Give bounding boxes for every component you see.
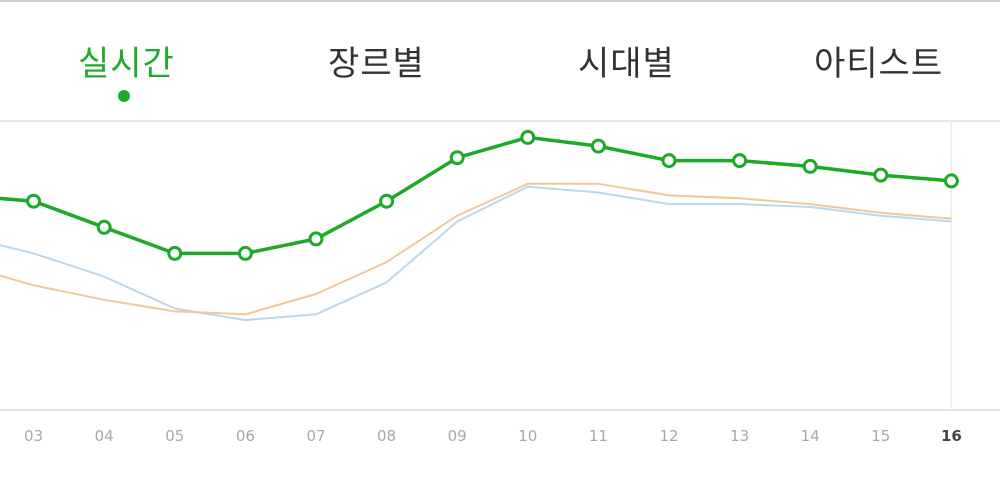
chart-tabs: 실시간 장르별 시대별 아티스트 bbox=[0, 2, 1000, 120]
data-point-green-12[interactable] bbox=[661, 153, 677, 169]
tab-divider bbox=[0, 120, 1000, 122]
data-point-green-06[interactable] bbox=[237, 245, 253, 261]
tab-genre[interactable]: 장르별 bbox=[328, 44, 425, 84]
x-tick-label-03: 03 bbox=[24, 427, 43, 445]
series-layer bbox=[0, 129, 959, 322]
data-point-green-05[interactable] bbox=[167, 245, 183, 261]
data-point-green-15[interactable] bbox=[873, 167, 889, 183]
x-tick-label-16: 16 bbox=[941, 427, 962, 445]
data-point-green-03[interactable] bbox=[26, 193, 42, 209]
data-point-green-07[interactable] bbox=[308, 231, 324, 247]
data-point-green-09[interactable] bbox=[449, 150, 465, 166]
data-point-green-08[interactable] bbox=[379, 193, 395, 209]
x-tick-label-14: 14 bbox=[801, 427, 820, 445]
x-tick-label-06: 06 bbox=[236, 427, 255, 445]
x-tick-label-07: 07 bbox=[306, 427, 325, 445]
axis-layer bbox=[0, 122, 1000, 411]
series-line-orange bbox=[0, 182, 952, 316]
data-point-green-11[interactable] bbox=[590, 138, 606, 154]
x-tick-label-08: 08 bbox=[377, 427, 396, 445]
data-point-green-10[interactable] bbox=[520, 129, 536, 145]
tab-era[interactable]: 시대별 bbox=[578, 44, 675, 84]
data-point-green-14[interactable] bbox=[802, 158, 818, 174]
active-tab-indicator bbox=[118, 90, 130, 102]
x-tick-label-09: 09 bbox=[448, 427, 467, 445]
data-point-green-13[interactable] bbox=[732, 153, 748, 169]
x-tick-label-13: 13 bbox=[730, 427, 749, 445]
tab-artist[interactable]: 아티스트 bbox=[814, 44, 944, 84]
data-point-green-16[interactable] bbox=[943, 173, 959, 189]
x-tick-label-10: 10 bbox=[518, 427, 537, 445]
data-point-green-04[interactable] bbox=[96, 219, 112, 235]
x-tick-label-05: 05 bbox=[165, 427, 184, 445]
x-tick-label-04: 04 bbox=[95, 427, 114, 445]
tab-realtime[interactable]: 실시간 bbox=[78, 44, 175, 84]
series-line-green bbox=[0, 135, 952, 256]
series-line-blue bbox=[0, 185, 952, 322]
x-tick-label-12: 12 bbox=[659, 427, 678, 445]
x-tick-label-15: 15 bbox=[871, 427, 890, 445]
x-tick-label-11: 11 bbox=[589, 427, 608, 445]
x-tick-labels: 03 04 05 06 07 08 09 10 11 12 13 14 15 16 bbox=[24, 427, 962, 445]
top-border bbox=[0, 0, 1000, 2]
